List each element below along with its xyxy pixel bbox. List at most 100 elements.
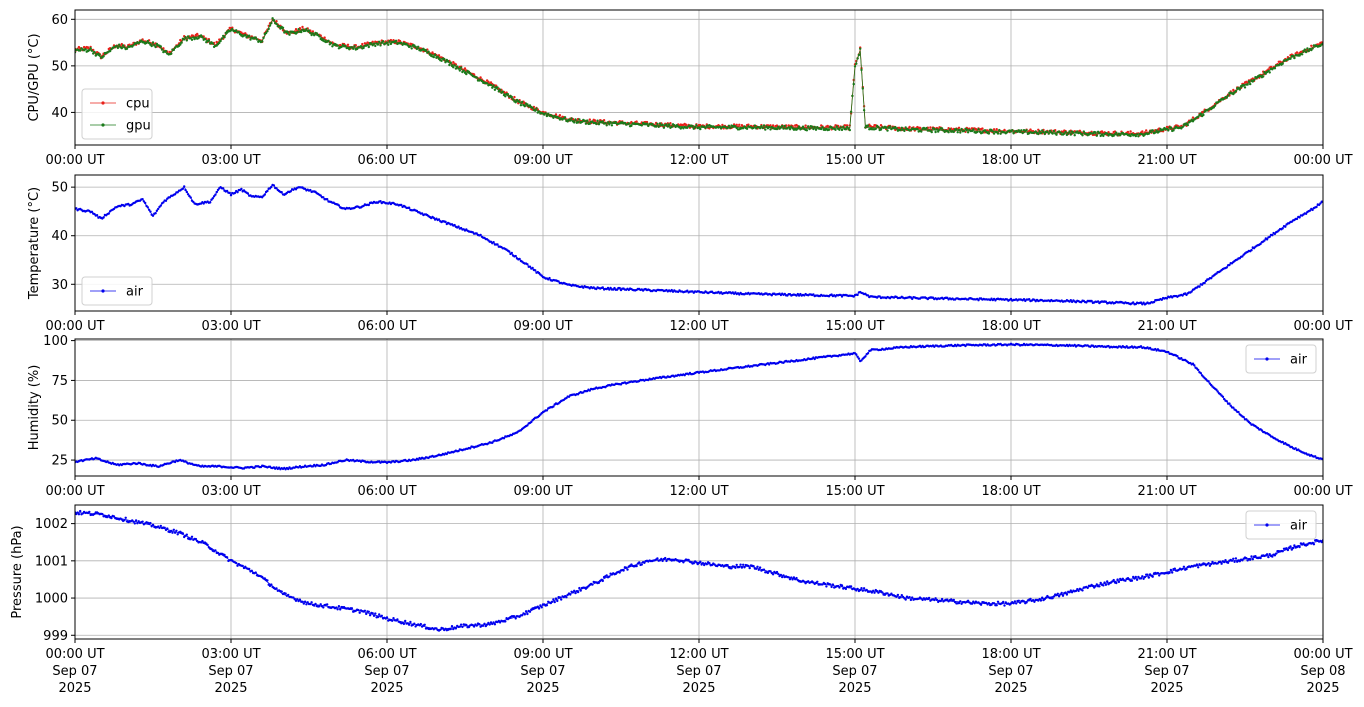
data-point	[1301, 53, 1304, 56]
data-point	[821, 126, 824, 129]
data-point	[1017, 129, 1020, 132]
data-point	[93, 50, 96, 54]
data-point	[1237, 86, 1240, 90]
data-point	[1221, 395, 1225, 398]
data-point	[1022, 600, 1026, 603]
data-point	[574, 591, 577, 595]
x-tick-label: 03:00 UT	[201, 647, 260, 662]
data-point	[189, 538, 192, 541]
data-point	[1226, 94, 1230, 97]
data-point	[768, 363, 771, 366]
data-point	[1212, 106, 1216, 109]
data-point	[925, 126, 928, 130]
data-point	[608, 575, 611, 578]
data-point	[151, 523, 155, 526]
data-point	[697, 126, 701, 129]
y-tick-label: 40	[51, 229, 68, 244]
data-point	[1281, 440, 1284, 444]
data-point	[995, 604, 998, 607]
data-point	[1220, 562, 1223, 565]
data-point	[1064, 591, 1067, 594]
data-point	[1268, 235, 1271, 238]
data-point	[275, 22, 278, 26]
data-point	[275, 187, 278, 190]
data-point	[379, 44, 382, 47]
data-point	[787, 126, 790, 129]
data-point	[1189, 120, 1192, 123]
data-point	[380, 614, 383, 617]
data-point	[528, 610, 532, 613]
data-point	[1012, 132, 1015, 135]
data-point	[1154, 131, 1157, 134]
data-point	[638, 561, 641, 564]
data-point	[203, 37, 207, 41]
data-point	[757, 568, 760, 571]
data-point	[588, 389, 591, 392]
data-point	[212, 195, 216, 198]
data-point	[933, 598, 936, 602]
data-point	[415, 47, 419, 51]
data-point	[873, 591, 876, 594]
data-point	[769, 124, 772, 127]
data-point	[296, 31, 299, 34]
data-point	[262, 36, 265, 40]
data-point	[381, 40, 385, 43]
data-point	[1310, 44, 1313, 47]
data-point	[1176, 355, 1179, 358]
data-point	[591, 583, 594, 586]
data-point	[1298, 216, 1301, 219]
data-point	[1173, 567, 1177, 570]
data-point	[521, 100, 524, 104]
data-point	[895, 595, 898, 598]
data-point	[1242, 416, 1245, 419]
data-point	[1009, 297, 1013, 301]
data-point	[1146, 573, 1149, 576]
data-point	[284, 592, 287, 595]
data-point	[1087, 133, 1091, 136]
data-point	[300, 30, 303, 34]
data-point	[376, 43, 380, 46]
data-point	[511, 98, 515, 101]
data-point	[831, 583, 835, 586]
data-point	[526, 612, 529, 616]
data-point	[983, 129, 987, 132]
data-point	[804, 124, 807, 127]
data-point	[124, 516, 127, 519]
data-point	[1199, 112, 1203, 115]
data-point	[268, 24, 272, 27]
data-point	[219, 39, 222, 43]
data-point	[270, 185, 273, 189]
data-point	[323, 36, 326, 39]
data-point	[400, 203, 403, 207]
data-point	[467, 625, 471, 629]
data-point	[287, 31, 290, 34]
data-point	[1139, 577, 1143, 580]
data-point	[1048, 129, 1052, 132]
data-point	[301, 600, 304, 603]
data-point	[775, 570, 779, 574]
data-point	[302, 602, 305, 605]
data-point	[1264, 72, 1268, 75]
data-point	[1069, 299, 1073, 302]
data-point	[872, 589, 875, 592]
x-tick-label: 15:00 UT	[825, 319, 884, 334]
data-point	[813, 357, 816, 361]
data-point	[147, 41, 151, 45]
data-point	[929, 126, 932, 129]
data-point	[266, 579, 269, 582]
data-point	[1104, 300, 1108, 303]
data-point	[596, 119, 599, 122]
data-point	[651, 122, 654, 126]
data-point	[940, 597, 944, 601]
data-point	[1250, 555, 1253, 558]
data-point	[570, 117, 573, 120]
data-point	[404, 619, 407, 623]
data-point	[248, 34, 251, 37]
data-point	[261, 40, 264, 43]
data-point	[686, 289, 689, 292]
data-point	[1165, 297, 1169, 300]
data-point	[102, 55, 105, 58]
data-point	[107, 212, 111, 215]
data-point	[1034, 130, 1037, 133]
